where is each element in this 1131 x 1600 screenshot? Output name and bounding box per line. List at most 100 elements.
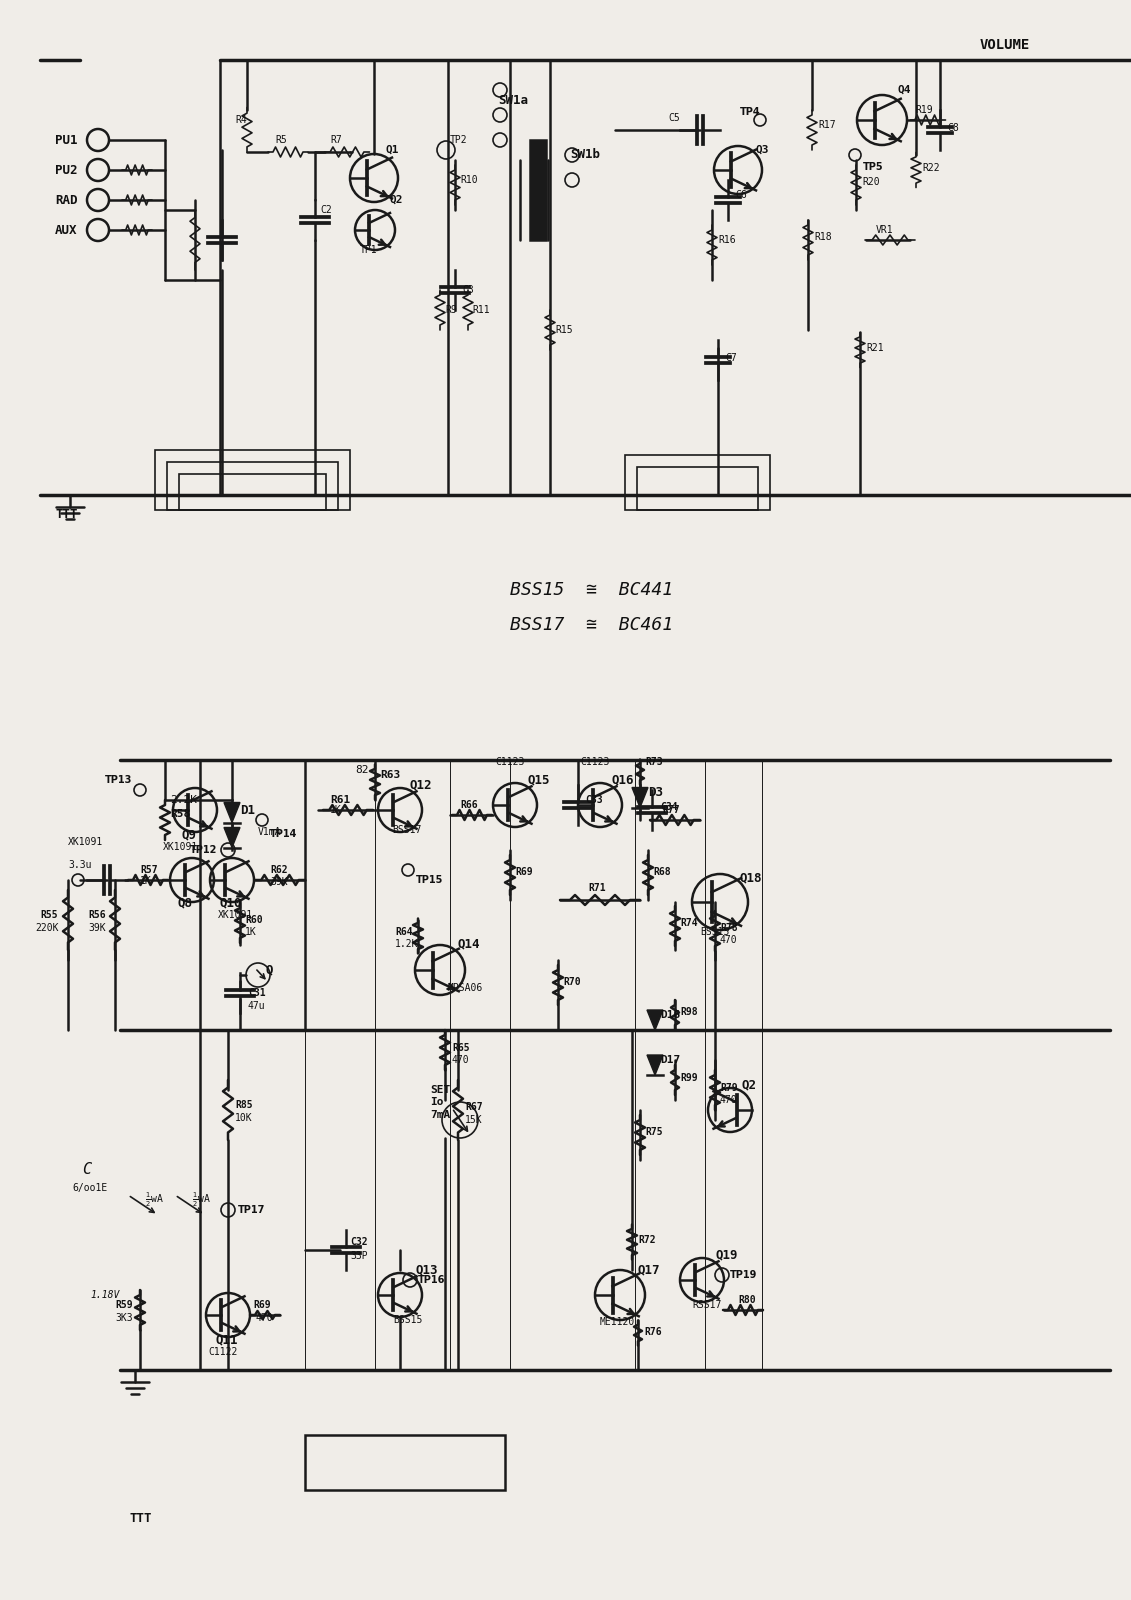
Text: VOLUME: VOLUME <box>979 38 1030 51</box>
Text: AUX: AUX <box>55 224 78 237</box>
Text: C8: C8 <box>947 123 959 133</box>
Text: 470: 470 <box>452 1054 469 1066</box>
Text: R18: R18 <box>814 232 831 242</box>
Text: R15: R15 <box>555 325 572 334</box>
Text: Q12: Q12 <box>411 779 432 792</box>
Text: Q14: Q14 <box>458 938 481 950</box>
Text: R9: R9 <box>444 306 457 315</box>
Text: R19: R19 <box>915 106 933 115</box>
Text: C: C <box>83 1163 92 1178</box>
Text: BSS15  ≅  BC441: BSS15 ≅ BC441 <box>510 581 673 598</box>
Text: D1: D1 <box>240 803 254 816</box>
Text: C3: C3 <box>461 285 474 294</box>
Text: Q8: Q8 <box>178 896 193 909</box>
Text: SW1a: SW1a <box>498 93 528 107</box>
Text: C1123: C1123 <box>495 757 525 766</box>
Text: 3.3u: 3.3u <box>68 861 92 870</box>
Text: Q16: Q16 <box>612 773 634 787</box>
Text: Q1: Q1 <box>385 146 398 155</box>
Polygon shape <box>632 787 648 808</box>
Text: TP13: TP13 <box>105 774 132 786</box>
Text: C32: C32 <box>349 1237 368 1246</box>
Text: XK1091: XK1091 <box>68 837 103 846</box>
Text: R79: R79 <box>720 1083 737 1093</box>
Polygon shape <box>224 803 240 822</box>
Text: C5: C5 <box>668 114 680 123</box>
Polygon shape <box>647 1010 663 1030</box>
Text: R63: R63 <box>380 770 400 781</box>
Text: BSS17  ≅  BC461: BSS17 ≅ BC461 <box>510 616 673 634</box>
Text: R20: R20 <box>862 178 880 187</box>
Text: R70: R70 <box>563 978 580 987</box>
Text: R74: R74 <box>680 918 698 928</box>
Text: Q19: Q19 <box>716 1248 739 1261</box>
Bar <box>530 141 546 240</box>
Text: Q3: Q3 <box>756 146 768 155</box>
Text: R99: R99 <box>680 1074 698 1083</box>
Text: Q2: Q2 <box>742 1078 757 1091</box>
Text: BSS17: BSS17 <box>392 826 422 835</box>
Text: R60: R60 <box>245 915 262 925</box>
Text: Q4: Q4 <box>898 85 912 94</box>
Text: R58: R58 <box>170 810 190 819</box>
Text: TP2: TP2 <box>450 134 467 146</box>
Text: TP15: TP15 <box>416 875 443 885</box>
Bar <box>305 1435 506 1490</box>
Text: TP1: TP1 <box>360 245 378 254</box>
Text: 1K: 1K <box>140 877 152 886</box>
Text: 1.18V: 1.18V <box>90 1290 120 1299</box>
Text: R68: R68 <box>653 867 671 877</box>
Text: R62: R62 <box>270 866 287 875</box>
Text: R80: R80 <box>739 1294 756 1306</box>
Text: SW1b: SW1b <box>570 149 601 162</box>
Text: R71: R71 <box>588 883 605 893</box>
Text: TP14: TP14 <box>270 829 297 838</box>
Text: TP4: TP4 <box>740 107 761 117</box>
Text: TP19: TP19 <box>729 1270 758 1280</box>
Text: XK1091: XK1091 <box>218 910 253 920</box>
Text: Io: Io <box>430 1098 443 1107</box>
Text: R64: R64 <box>395 926 413 938</box>
Text: D17: D17 <box>661 1054 680 1066</box>
Text: R72: R72 <box>638 1235 656 1245</box>
Text: 82: 82 <box>355 765 369 774</box>
Text: PU2: PU2 <box>55 163 78 176</box>
Text: 7mA: 7mA <box>430 1110 450 1120</box>
Text: R85: R85 <box>235 1101 252 1110</box>
Text: V1mA: V1mA <box>258 827 282 837</box>
Text: TTT: TTT <box>55 509 78 522</box>
Bar <box>625 454 770 510</box>
Text: Q9: Q9 <box>182 829 197 842</box>
Bar <box>155 450 349 510</box>
Text: 47u: 47u <box>248 1002 266 1011</box>
Text: 3K3: 3K3 <box>115 1314 132 1323</box>
Text: C33: C33 <box>585 795 603 805</box>
Text: 39K: 39K <box>270 877 287 886</box>
Text: TP17: TP17 <box>238 1205 266 1214</box>
Text: MPSA06: MPSA06 <box>448 982 483 994</box>
Text: R78: R78 <box>720 923 737 933</box>
Text: $\frac{1}{2}$wA: $\frac{1}{2}$wA <box>145 1190 164 1210</box>
Text: R17: R17 <box>818 120 836 130</box>
Text: RAD: RAD <box>55 194 78 206</box>
Text: Q2: Q2 <box>390 195 404 205</box>
Text: TP16: TP16 <box>418 1275 446 1285</box>
Text: R65: R65 <box>452 1043 469 1053</box>
Text: R67: R67 <box>465 1102 483 1112</box>
Bar <box>637 467 758 510</box>
Text: D3: D3 <box>648 786 663 798</box>
Text: R21: R21 <box>866 342 883 354</box>
Text: Q: Q <box>265 963 273 976</box>
Text: C2: C2 <box>320 205 331 214</box>
Text: 2.2K: 2.2K <box>170 795 197 805</box>
Text: R69: R69 <box>253 1299 270 1310</box>
Text: 33P: 33P <box>349 1251 368 1261</box>
Text: SET: SET <box>430 1085 450 1094</box>
Text: R16: R16 <box>718 235 735 245</box>
Text: PU1: PU1 <box>55 133 78 147</box>
Text: R7: R7 <box>330 134 342 146</box>
Text: BSS15: BSS15 <box>700 926 729 938</box>
Text: $\frac{1}{2}$wA: $\frac{1}{2}$wA <box>192 1190 211 1210</box>
Text: 10K: 10K <box>235 1114 252 1123</box>
Text: 1K: 1K <box>330 805 342 814</box>
